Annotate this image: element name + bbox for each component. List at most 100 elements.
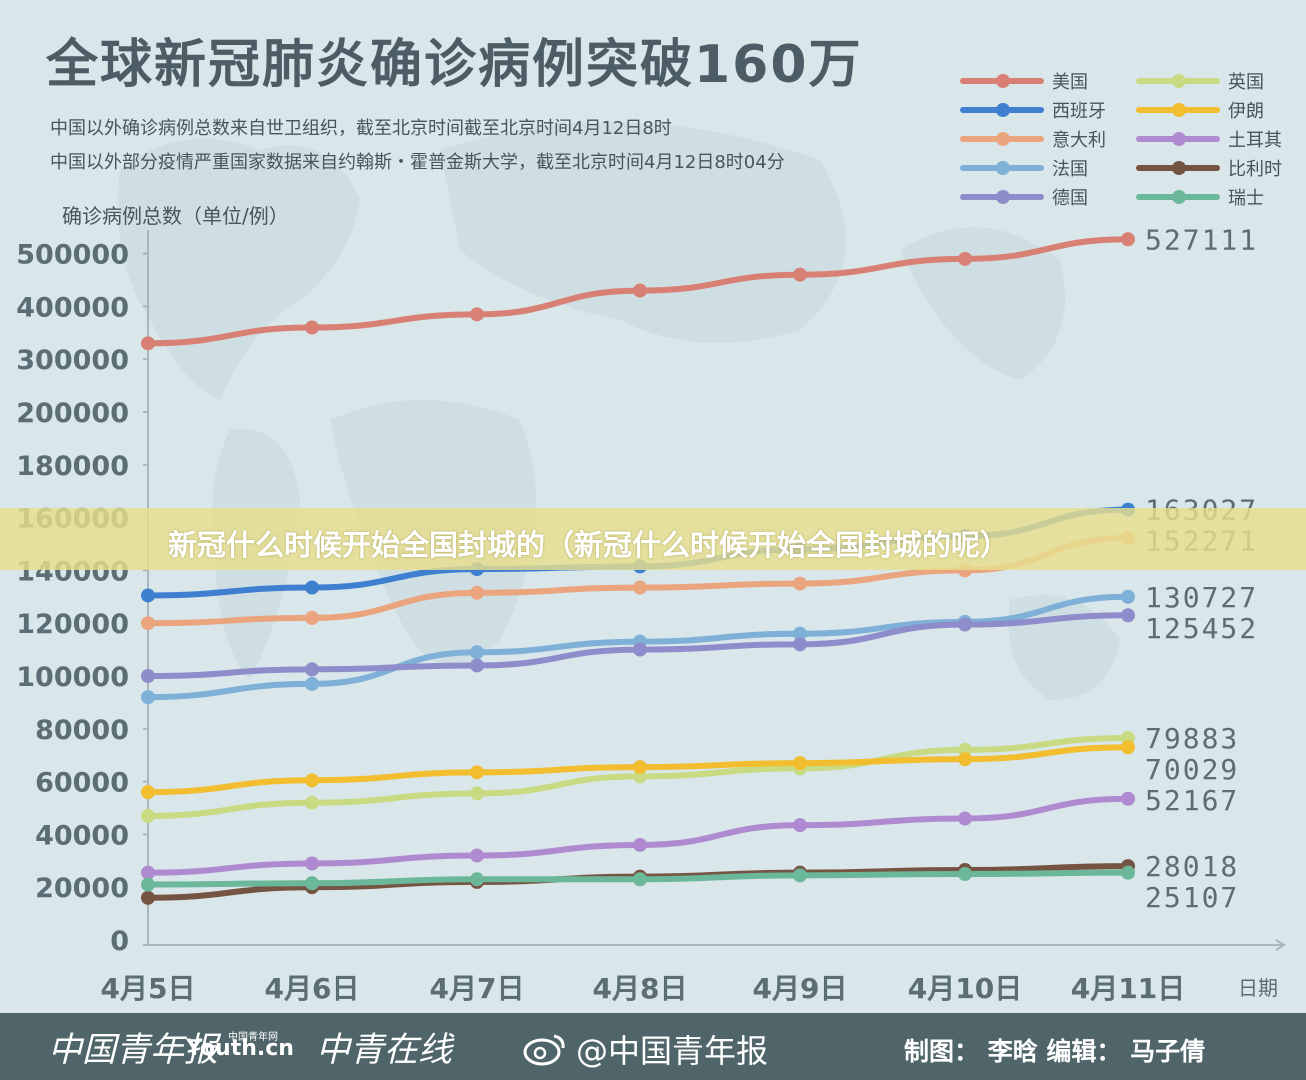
series-line: [145, 795, 1131, 876]
chart-legend: 美国 英国西班牙 伊朗意大利 土耳其法国 比利时德国 瑞士: [960, 68, 1300, 218]
y-tick-label: 80000: [35, 715, 129, 746]
y-tick-label: 200000: [16, 398, 129, 429]
x-tick-label: 4月5日: [101, 972, 196, 1005]
data-point: [305, 773, 319, 788]
legend-label: 比利时: [1228, 159, 1282, 180]
data-point: [305, 876, 319, 891]
data-point: [470, 848, 484, 863]
legend-marker: [1172, 190, 1186, 204]
legend-swatch: [1136, 74, 1220, 88]
legend-label: 意大利: [1052, 130, 1106, 151]
legend-marker: [1172, 161, 1186, 175]
data-point: [305, 610, 319, 625]
data-point: [305, 320, 319, 335]
data-point: [958, 251, 972, 266]
data-point: [1121, 791, 1135, 806]
legend-marker: [996, 190, 1010, 204]
legend-item: 土耳其: [1136, 126, 1282, 152]
y-tick-label: 400000: [16, 292, 129, 323]
data-point: [793, 576, 807, 591]
legend-item: 美国: [960, 68, 1088, 94]
data-label: 130727: [1145, 581, 1258, 614]
x-tick-label: 4月6日: [265, 972, 360, 1005]
data-point: [141, 785, 155, 800]
overlay-banner-text: 新冠什么时候开始全国封城的（新冠什么时候开始全国封城的呢）: [168, 528, 1010, 562]
data-point: [633, 872, 647, 887]
data-point: [141, 588, 155, 603]
legend-item: 意大利: [960, 126, 1106, 152]
legend-label: 伊朗: [1228, 101, 1264, 122]
legend-label: 西班牙: [1052, 101, 1106, 122]
data-point: [305, 795, 319, 810]
legend-swatch: [1136, 161, 1220, 175]
legend-item: 西班牙: [960, 97, 1106, 123]
data-point: [1121, 865, 1135, 880]
logo-youth-cn: Youth.cn: [186, 1036, 294, 1061]
data-point: [958, 867, 972, 881]
data-label: 79883: [1145, 722, 1239, 755]
legend-label: 德国: [1052, 188, 1088, 209]
data-point: [958, 617, 972, 632]
legend-marker: [996, 103, 1010, 117]
legend-marker: [1172, 132, 1186, 146]
data-label: 527111: [1145, 223, 1258, 256]
data-point: [470, 645, 484, 660]
legend-label: 土耳其: [1228, 130, 1282, 151]
data-point: [633, 760, 647, 775]
legend-swatch: [960, 103, 1044, 117]
chart-title: 全球新冠肺炎确诊病例突破160万: [46, 35, 863, 95]
data-point: [470, 872, 484, 887]
footer-bar: [0, 1013, 1306, 1080]
x-tick-label: 4月11日: [1071, 972, 1185, 1005]
x-tick-label: 4月8日: [593, 972, 688, 1005]
x-axis-label: 日期: [1238, 976, 1278, 1000]
data-point: [470, 658, 484, 673]
legend-marker: [996, 74, 1010, 88]
data-point: [958, 811, 972, 826]
y-tick-label: 20000: [35, 873, 129, 904]
legend-marker: [996, 161, 1010, 175]
x-tick-label: 4月10日: [908, 972, 1022, 1005]
legend-swatch: [1136, 190, 1220, 204]
logo-zgqnb: 中国青年报: [48, 1030, 218, 1070]
credits: 制图： 李晗 编辑： 马子倩: [904, 1037, 1206, 1066]
data-point: [305, 662, 319, 677]
data-point: [470, 585, 484, 600]
data-point: [470, 786, 484, 801]
legend-item: 法国: [960, 155, 1088, 181]
legend-label: 英国: [1228, 72, 1264, 93]
legend-swatch: [960, 190, 1044, 204]
data-point: [1121, 740, 1135, 755]
logo-zqzx: 中青在线: [316, 1030, 452, 1070]
legend-label: 美国: [1052, 72, 1088, 93]
data-point: [793, 756, 807, 771]
legend-item: 瑞士: [1136, 184, 1264, 210]
y-tick-label: 180000: [16, 451, 129, 482]
legend-label: 法国: [1052, 159, 1088, 180]
legend-marker: [1172, 74, 1186, 88]
data-point: [141, 690, 155, 705]
data-point: [793, 868, 807, 883]
legend-marker: [996, 132, 1010, 146]
data-point: [793, 267, 807, 282]
legend-item: 德国: [960, 184, 1088, 210]
data-point: [793, 626, 807, 641]
legend-swatch: [960, 74, 1044, 88]
subtitle-line-1: 中国以外确诊病例总数来自世卫组织，截至北京时间截至北京时间4月12日8时: [50, 118, 672, 139]
data-label: 28018: [1145, 850, 1239, 883]
y-tick-label: 120000: [16, 609, 129, 640]
y-tick-label: 40000: [35, 820, 129, 851]
data-point: [305, 676, 319, 691]
legend-item: 伊朗: [1136, 97, 1264, 123]
legend-swatch: [960, 161, 1044, 175]
overlay-banner: [0, 508, 1306, 570]
legend-swatch: [1136, 103, 1220, 117]
data-point: [141, 616, 155, 631]
weibo-icon: [523, 1034, 565, 1066]
data-point: [470, 307, 484, 322]
subtitle-line-2: 中国以外部分疫情严重国家数据来自约翰斯・霍普金斯大学，截至北京时间4月12日8时…: [50, 152, 785, 173]
legend-label: 瑞士: [1228, 188, 1264, 209]
y-tick-label: 500000: [16, 240, 129, 271]
data-point: [141, 336, 155, 351]
